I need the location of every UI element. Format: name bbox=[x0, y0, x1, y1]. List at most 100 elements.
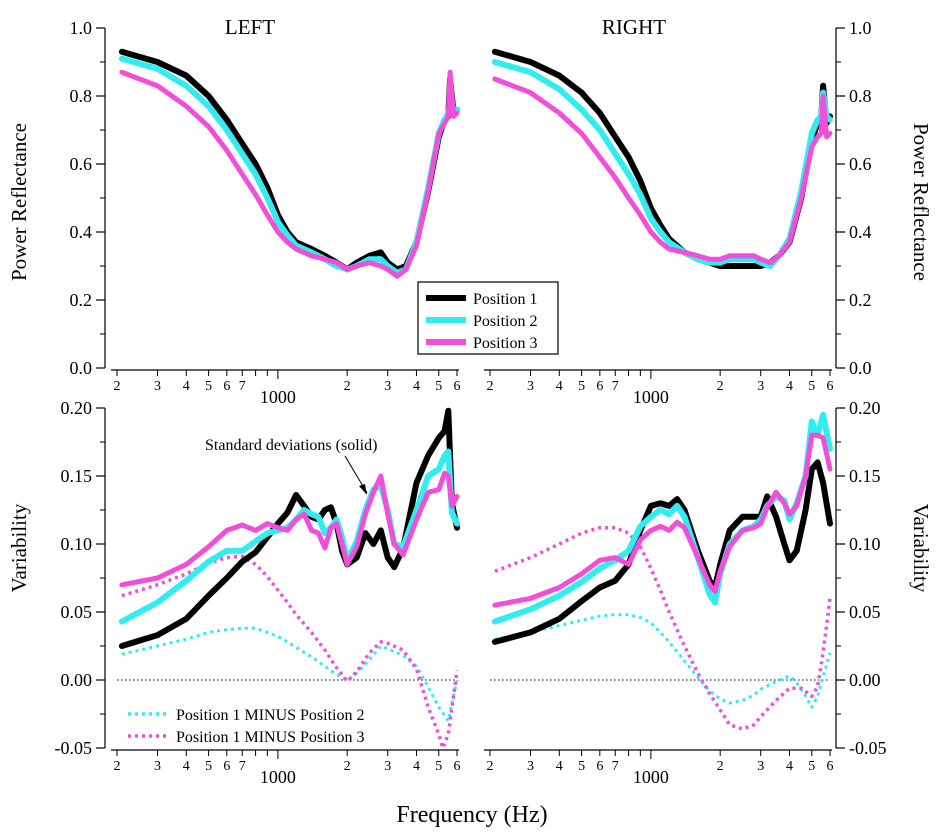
series-line-position-1-minus-position-2 bbox=[121, 626, 459, 723]
left-column-title: LEFT bbox=[225, 15, 275, 39]
right-column-title: RIGHT bbox=[602, 15, 666, 39]
x-tick-label: 6 bbox=[596, 759, 603, 774]
x-tick-label-major: 1000 bbox=[633, 767, 669, 787]
y-tick-label: 0.0 bbox=[70, 358, 93, 378]
x-tick-label: 2 bbox=[344, 379, 351, 394]
x-tick-label: 2 bbox=[487, 379, 494, 394]
x-tick-label: 5 bbox=[435, 379, 442, 394]
x-tick-label: 4 bbox=[786, 379, 793, 394]
x-tick-label: 7 bbox=[612, 759, 619, 774]
x-axis-title: Frequency (Hz) bbox=[396, 802, 547, 828]
x-tick-label: 3 bbox=[154, 759, 161, 774]
y-tick-label: 0.4 bbox=[849, 222, 872, 242]
series-line-position-1-minus-position-3 bbox=[121, 554, 459, 750]
x-tick-label: 5 bbox=[808, 759, 815, 774]
y-tick-label: 0.10 bbox=[849, 534, 881, 554]
x-tick-label: 4 bbox=[413, 759, 420, 774]
y-tick-label: 0.15 bbox=[849, 466, 881, 486]
y-tick-label: -0.05 bbox=[55, 738, 93, 758]
column-titles: LEFT RIGHT bbox=[225, 15, 666, 39]
x-tick-label: 4 bbox=[183, 759, 190, 774]
series-line-position-3 bbox=[492, 432, 833, 608]
x-tick-label: 4 bbox=[413, 379, 420, 394]
series-line-position-3 bbox=[119, 470, 460, 588]
y-axis-title-bottom-left: Variability bbox=[7, 503, 31, 592]
x-tick-label: 6 bbox=[223, 759, 230, 774]
y-tick-label: -0.05 bbox=[849, 738, 887, 758]
y-axis-title-top-left: Power Reflectance bbox=[7, 123, 31, 281]
legend-label: Position 3 bbox=[473, 335, 537, 352]
y-tick-label: 0.6 bbox=[849, 154, 872, 174]
x-tick-label: 3 bbox=[757, 759, 764, 774]
y-tick-label: 0.8 bbox=[70, 86, 93, 106]
x-tick-label: 3 bbox=[527, 379, 534, 394]
x-tick-label: 6 bbox=[223, 379, 230, 394]
series-line-position-2 bbox=[118, 448, 460, 625]
x-tick-label: 5 bbox=[808, 379, 815, 394]
x-tick-label: 3 bbox=[384, 379, 391, 394]
y-tick-label: 0.20 bbox=[61, 398, 93, 418]
y-axis-title-bottom-right: Variability bbox=[909, 504, 933, 593]
legend-top: Position 1 Position 2 Position 3 bbox=[417, 281, 559, 355]
series-line-position-3 bbox=[119, 69, 460, 279]
y-tick-label: 0.4 bbox=[70, 222, 93, 242]
y-tick-label: 0.20 bbox=[849, 398, 881, 418]
x-tick-label: 3 bbox=[154, 379, 161, 394]
x-tick-label: 5 bbox=[205, 379, 212, 394]
legend-label: Position 1 MINUS Position 2 bbox=[176, 707, 364, 724]
x-tick-label: 3 bbox=[384, 759, 391, 774]
legend-label: Position 1 MINUS Position 3 bbox=[176, 729, 364, 746]
x-tick-label-major: 1000 bbox=[633, 387, 669, 407]
y-tick-label: 1.0 bbox=[849, 18, 872, 38]
y-axis-title-top-right: Power Reflectance bbox=[909, 123, 933, 281]
y-tick-label: 0.2 bbox=[70, 290, 93, 310]
x-tick-label: 7 bbox=[239, 379, 246, 394]
x-tick-label: 4 bbox=[183, 379, 190, 394]
y-tick-label: 0.6 bbox=[70, 154, 93, 174]
x-tick-label: 5 bbox=[578, 759, 585, 774]
x-tick-label: 2 bbox=[717, 379, 724, 394]
y-tick-label: 0.00 bbox=[61, 670, 93, 690]
x-tick-label: 2 bbox=[717, 759, 724, 774]
y-tick-label: 0.00 bbox=[849, 670, 881, 690]
x-tick-label: 4 bbox=[556, 379, 563, 394]
x-tick-label: 6 bbox=[827, 379, 834, 394]
x-tick-label: 5 bbox=[205, 759, 212, 774]
x-tick-label: 3 bbox=[757, 379, 764, 394]
x-tick-label: 2 bbox=[114, 759, 121, 774]
legend-label: Position 2 bbox=[473, 313, 537, 330]
y-tick-label: 1.0 bbox=[70, 18, 93, 38]
y-tick-label: 0.0 bbox=[849, 358, 872, 378]
x-tick-label: 6 bbox=[454, 379, 461, 394]
x-tick-label: 2 bbox=[344, 759, 351, 774]
x-tick-label: 6 bbox=[596, 379, 603, 394]
series-line-position-2 bbox=[491, 59, 833, 269]
x-tick-label: 4 bbox=[786, 759, 793, 774]
x-tick-label: 6 bbox=[827, 759, 834, 774]
y-tick-label: 0.8 bbox=[849, 86, 872, 106]
annotation-arrow-head bbox=[359, 484, 367, 495]
y-tick-label: 0.05 bbox=[61, 602, 93, 622]
x-tick-label: 5 bbox=[435, 759, 442, 774]
series-line-position-3 bbox=[492, 76, 833, 266]
x-tick-label: 7 bbox=[612, 379, 619, 394]
legend-label: Position 1 bbox=[473, 291, 537, 308]
annotation: Standard deviations (solid) bbox=[205, 437, 377, 495]
x-tick-label: 7 bbox=[239, 759, 246, 774]
x-tick-label: 6 bbox=[454, 759, 461, 774]
x-tick-label-major: 1000 bbox=[260, 387, 296, 407]
x-tick-label: 3 bbox=[527, 759, 534, 774]
x-tick-label: 2 bbox=[487, 759, 494, 774]
series-line-position-1 bbox=[491, 459, 833, 645]
legend-bottom: Position 1 MINUS Position 2 Position 1 MI… bbox=[128, 707, 364, 746]
x-tick-label: 4 bbox=[556, 759, 563, 774]
x-tick-label: 5 bbox=[578, 379, 585, 394]
annotation-text: Standard deviations (solid) bbox=[205, 437, 377, 454]
